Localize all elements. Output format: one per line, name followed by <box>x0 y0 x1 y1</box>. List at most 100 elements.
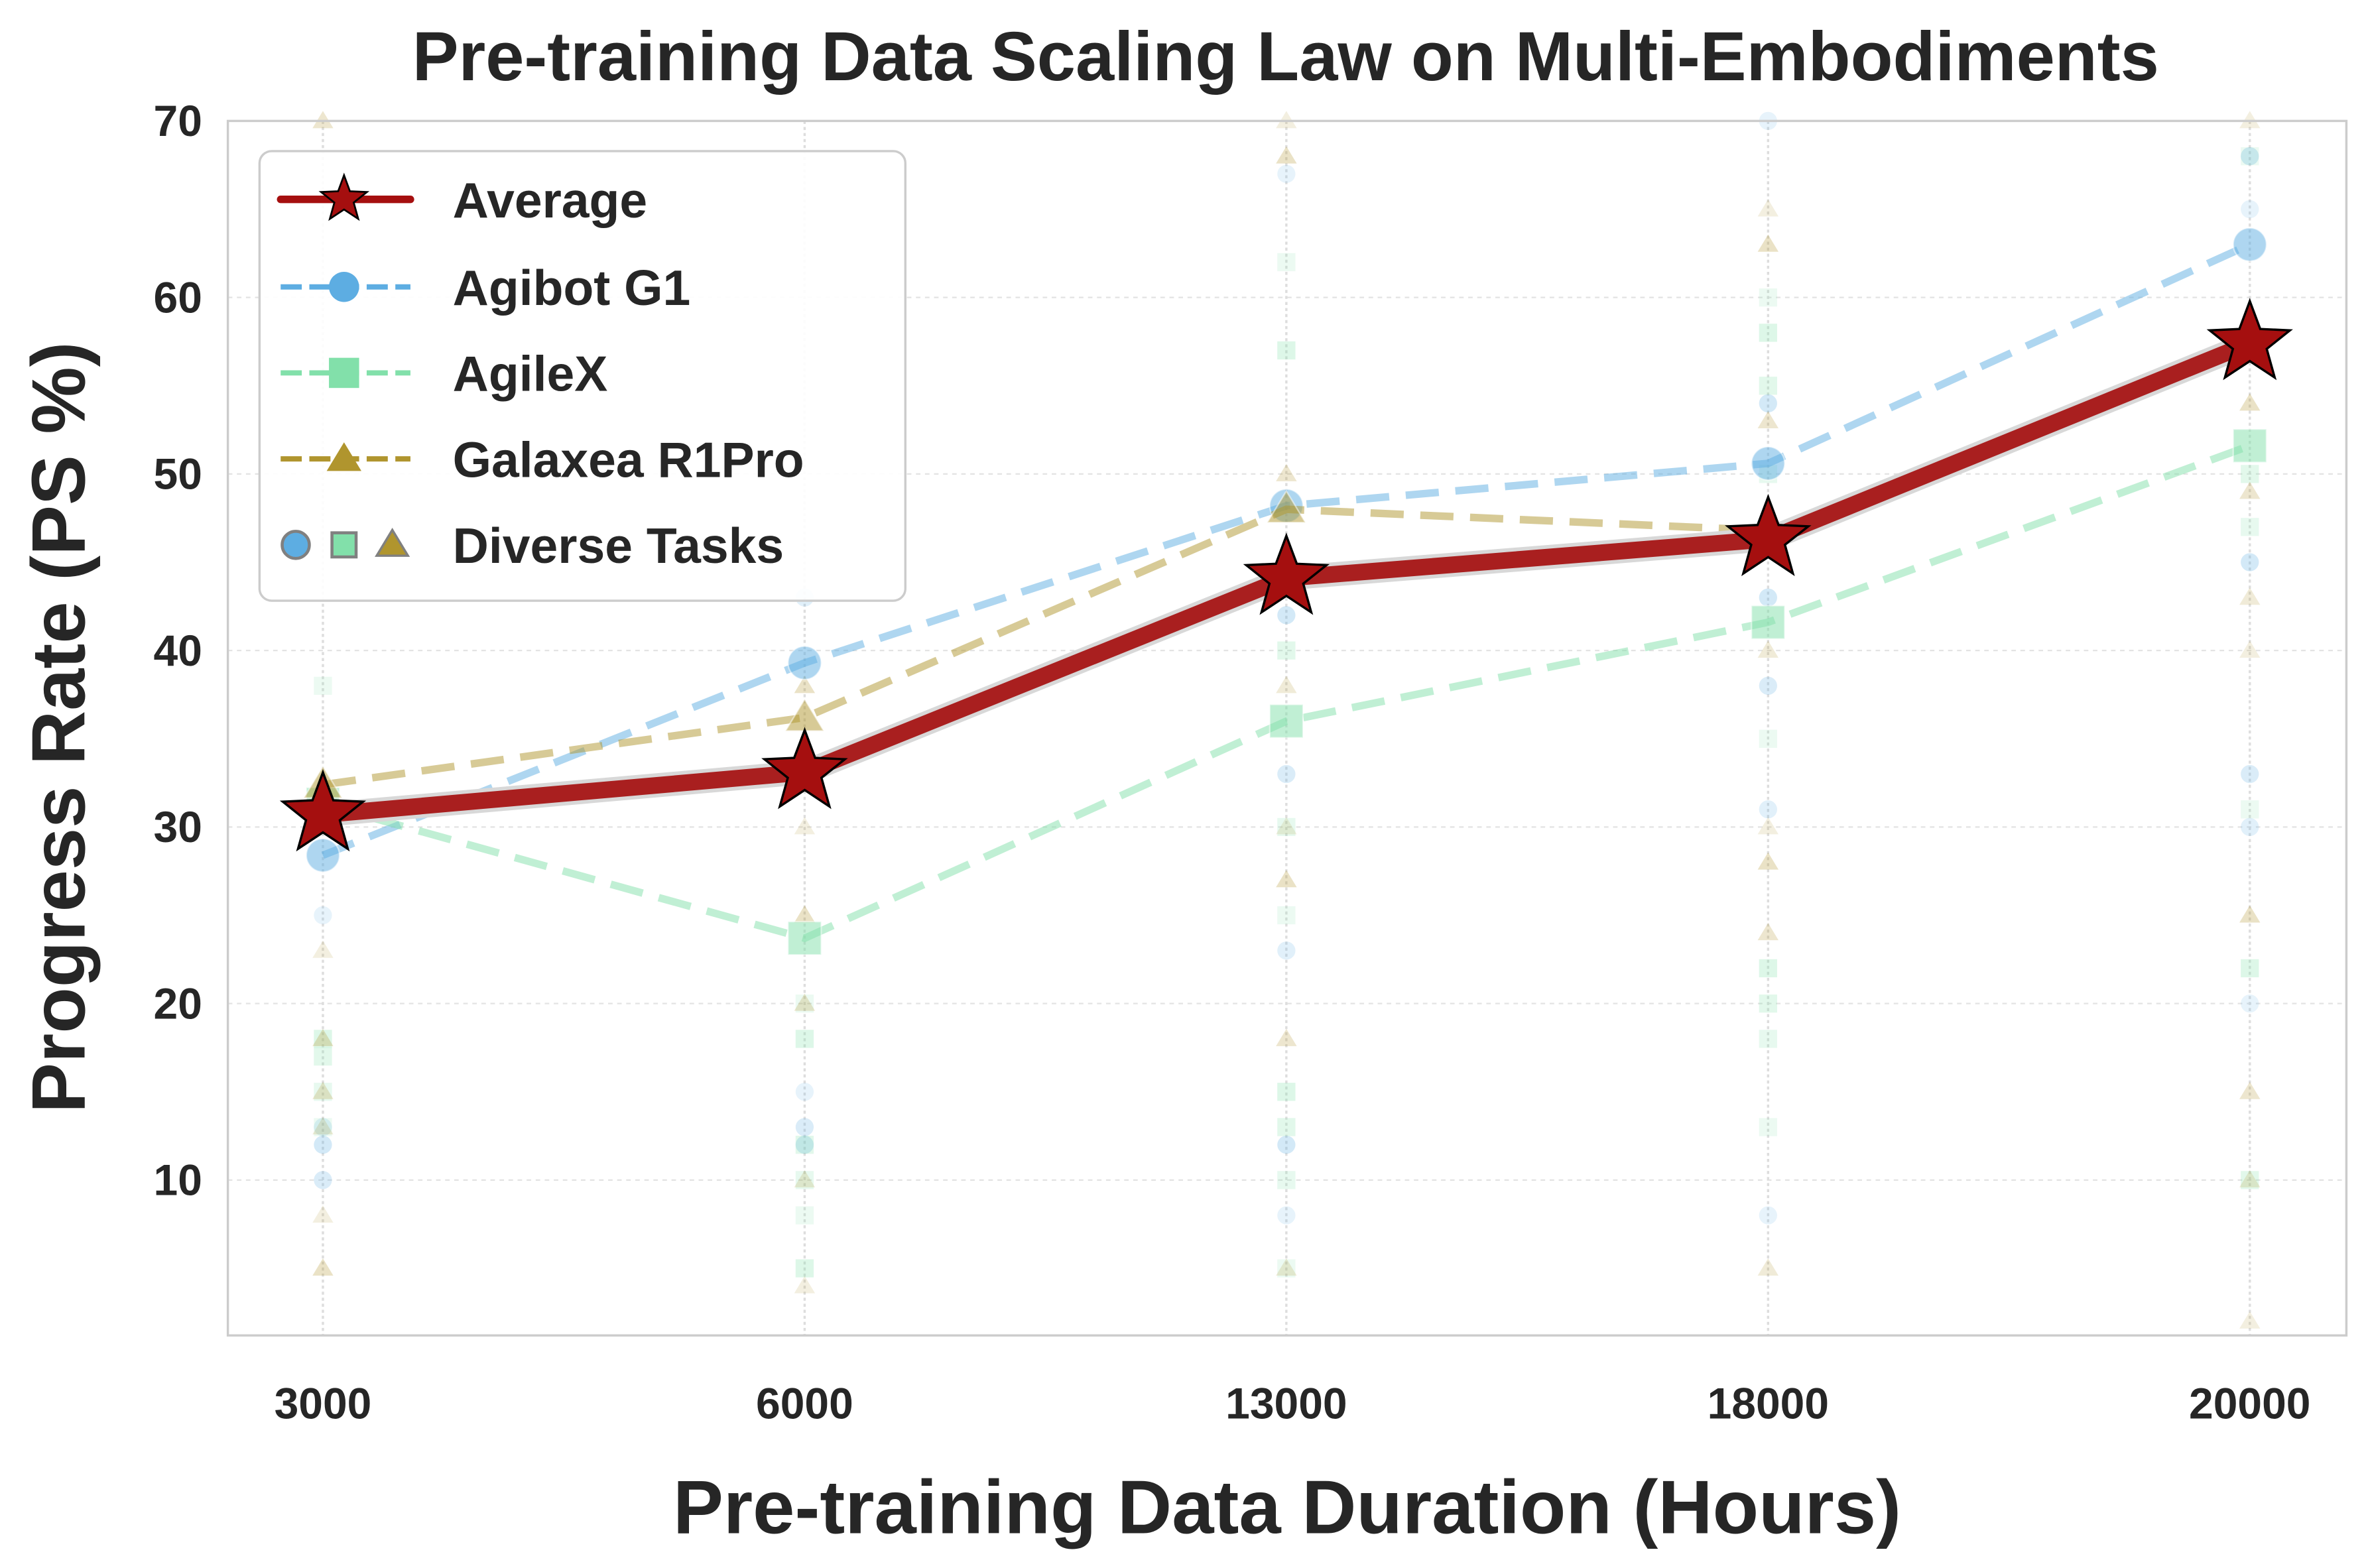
y-tick-label: 30 <box>154 802 202 851</box>
y-tick-label: 10 <box>154 1156 202 1205</box>
task-point-galaxea-r1pro <box>2239 587 2261 605</box>
task-point-agibot-g1 <box>795 1135 814 1154</box>
task-point-galaxea-r1pro <box>312 1205 334 1223</box>
legend-star-icon <box>318 172 370 221</box>
task-point-agilex <box>1759 288 1777 307</box>
task-point-galaxea-r1pro <box>1276 111 1297 129</box>
task-point-agilex <box>2241 1171 2259 1189</box>
x-tick-label: 20000 <box>2189 1378 2310 1427</box>
legend: Average Agibot G1 AgileX Galaxea R1Pro Diver… <box>258 150 907 602</box>
average-star-marker <box>761 727 848 810</box>
legend-label-diverse-tasks: Diverse Tasks <box>453 518 784 573</box>
task-point-galaxea-r1pro <box>794 993 816 1011</box>
legend-label-agibot-g1: Agibot G1 <box>453 260 691 316</box>
task-point-galaxea-r1pro <box>312 1081 334 1099</box>
task-point-galaxea-r1pro <box>312 1028 334 1046</box>
galaxea-r1pro-marker <box>1266 489 1307 524</box>
agilex-marker <box>787 920 822 956</box>
agibot-g1-marker <box>1751 446 1786 481</box>
task-point-galaxea-r1pro <box>1757 199 1779 217</box>
task-point-agilex <box>795 1206 814 1225</box>
task-point-agilex <box>1277 1259 1296 1278</box>
y-tick-label: 40 <box>154 626 202 675</box>
task-point-agilex <box>2241 800 2259 819</box>
x-ticks: 3000 6000 13000 18000 20000 <box>275 1378 2311 1427</box>
task-point-agilex <box>1277 1118 1296 1136</box>
task-point-galaxea-r1pro <box>1757 1258 1779 1276</box>
task-point-agilex <box>795 1030 814 1048</box>
y-axis-label: Progress Rate (PS %) <box>17 342 101 1113</box>
agibot-g1-marker <box>787 645 822 680</box>
task-point-agibot-g1 <box>314 1118 332 1136</box>
agilex-marker <box>1751 605 1786 640</box>
task-point-agilex <box>795 994 814 1013</box>
task-point-agilex <box>314 676 332 695</box>
task-point-agilex <box>2241 465 2259 483</box>
task-point-galaxea-r1pro <box>312 1258 334 1276</box>
task-point-galaxea-r1pro <box>2239 640 2261 658</box>
task-point-agibot-g1 <box>314 1171 332 1189</box>
task-point-agilex <box>1277 253 1296 272</box>
y-tick-label: 20 <box>154 979 202 1028</box>
task-point-agilex <box>795 1259 814 1278</box>
average-star-marker <box>1725 493 1812 577</box>
x-axis-label: Pre-training Data Duration (Hours) <box>673 1465 1901 1549</box>
legend-diverse-circle-icon <box>280 530 311 560</box>
task-point-agibot-g1 <box>1277 1206 1296 1225</box>
task-point-agilex <box>1277 641 1296 660</box>
task-point-agibot-g1 <box>2241 200 2259 219</box>
task-point-galaxea-r1pro <box>2239 905 2261 923</box>
task-point-galaxea-r1pro <box>2239 111 2261 129</box>
task-point-agibot-g1 <box>1277 164 1296 183</box>
task-point-agibot-g1 <box>2241 553 2259 572</box>
task-point-galaxea-r1pro <box>1276 1028 1297 1046</box>
task-point-galaxea-r1pro <box>312 111 334 129</box>
legend-label-average: Average <box>453 172 648 228</box>
average-star-marker <box>279 769 367 852</box>
task-point-agilex <box>795 1135 814 1154</box>
task-point-agibot-g1 <box>2241 817 2259 837</box>
diverse-tasks-points <box>312 111 2261 1329</box>
task-point-galaxea-r1pro <box>794 1276 816 1294</box>
task-point-agibot-g1 <box>1277 1135 1296 1154</box>
task-point-galaxea-r1pro <box>2239 1170 2261 1187</box>
task-point-galaxea-r1pro <box>2239 393 2261 411</box>
y-tick-label: 60 <box>154 272 202 322</box>
task-point-galaxea-r1pro <box>794 905 816 923</box>
task-point-galaxea-r1pro <box>312 1117 334 1134</box>
chart-title: Pre-training Data Scaling Law on Multi-E… <box>412 18 2159 95</box>
legend-label-galaxea-r1pro: Galaxea R1Pro <box>453 432 804 487</box>
agilex-marker <box>1269 703 1304 739</box>
task-point-agilex <box>2241 147 2259 166</box>
task-point-galaxea-r1pro <box>1757 817 1779 835</box>
task-point-galaxea-r1pro <box>794 1170 816 1187</box>
task-point-galaxea-r1pro <box>794 817 816 835</box>
task-point-agilex <box>314 1083 332 1101</box>
task-point-galaxea-r1pro <box>1276 676 1297 694</box>
task-point-galaxea-r1pro <box>1276 146 1297 164</box>
task-point-agibot-g1 <box>2241 764 2259 784</box>
task-point-agilex <box>1759 1118 1777 1136</box>
task-point-galaxea-r1pro <box>1276 463 1297 481</box>
task-point-galaxea-r1pro <box>1757 411 1779 428</box>
task-point-galaxea-r1pro <box>1276 817 1297 835</box>
agibot-g1-marker <box>305 837 341 873</box>
task-point-agilex <box>314 1047 332 1066</box>
task-point-agilex <box>1759 377 1777 395</box>
task-point-galaxea-r1pro <box>2239 1081 2261 1099</box>
x-tick-label: 13000 <box>1225 1378 1347 1427</box>
legend-circle-icon <box>329 271 359 302</box>
task-point-galaxea-r1pro <box>2239 481 2261 499</box>
task-point-agibot-g1 <box>2241 994 2259 1013</box>
task-point-agilex <box>2241 959 2259 978</box>
legend-triangle-icon <box>326 442 361 471</box>
x-tick-label: 3000 <box>275 1378 372 1427</box>
task-point-agibot-g1 <box>795 1083 814 1101</box>
task-point-agilex <box>1277 906 1296 925</box>
task-point-agibot-g1 <box>1759 800 1777 819</box>
task-point-agibot-g1 <box>314 1135 332 1154</box>
task-point-agilex <box>795 1171 814 1189</box>
task-point-agibot-g1 <box>1277 941 1296 960</box>
task-point-galaxea-r1pro <box>1276 870 1297 888</box>
